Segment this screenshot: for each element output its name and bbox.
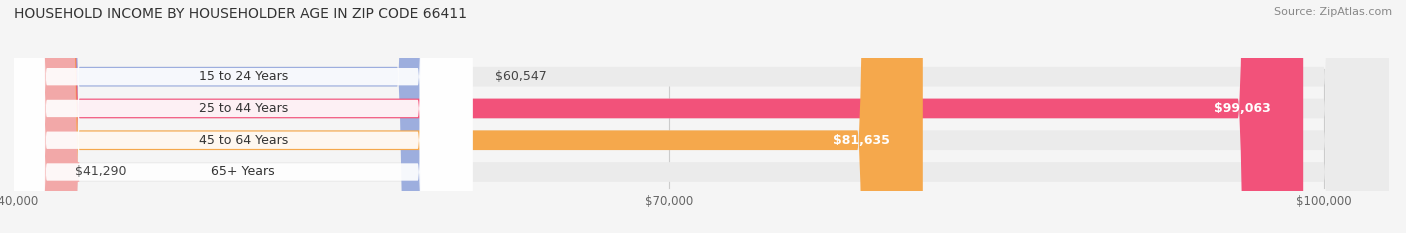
Text: $60,547: $60,547 [495,70,547,83]
Text: 25 to 44 Years: 25 to 44 Years [198,102,288,115]
FancyBboxPatch shape [14,0,1389,233]
Text: 45 to 64 Years: 45 to 64 Years [198,134,288,147]
Text: $81,635: $81,635 [834,134,890,147]
FancyBboxPatch shape [14,0,1389,233]
FancyBboxPatch shape [0,0,472,233]
Text: 15 to 24 Years: 15 to 24 Years [198,70,288,83]
Text: $41,290: $41,290 [75,165,127,178]
FancyBboxPatch shape [14,0,1303,233]
Text: Source: ZipAtlas.com: Source: ZipAtlas.com [1274,7,1392,17]
FancyBboxPatch shape [14,0,922,233]
FancyBboxPatch shape [0,0,80,233]
FancyBboxPatch shape [14,0,463,233]
FancyBboxPatch shape [0,0,472,233]
Text: $99,063: $99,063 [1213,102,1271,115]
Text: 65+ Years: 65+ Years [211,165,276,178]
FancyBboxPatch shape [14,0,1389,233]
FancyBboxPatch shape [0,0,472,233]
FancyBboxPatch shape [14,0,1389,233]
FancyBboxPatch shape [0,0,472,233]
Text: HOUSEHOLD INCOME BY HOUSEHOLDER AGE IN ZIP CODE 66411: HOUSEHOLD INCOME BY HOUSEHOLDER AGE IN Z… [14,7,467,21]
